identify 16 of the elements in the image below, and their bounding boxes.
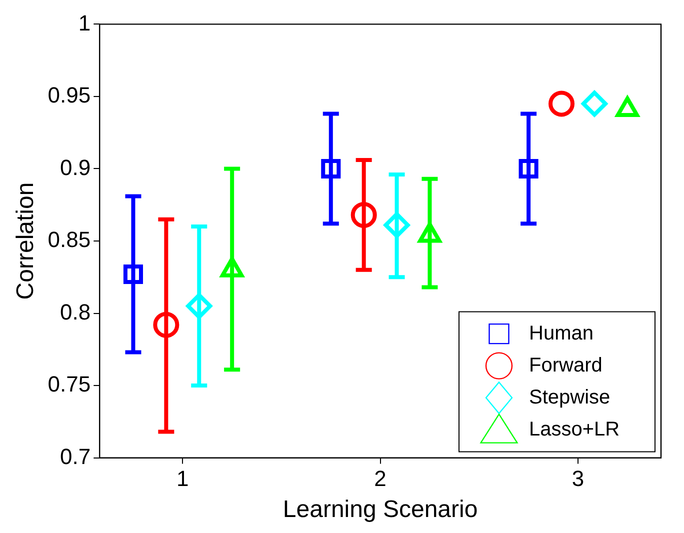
y-tick-label: 0.8	[60, 299, 91, 324]
y-tick-label: 0.7	[60, 444, 91, 469]
legend-label: Lasso+LR	[529, 418, 620, 440]
y-axis-title: Correlation	[12, 182, 40, 300]
y-tick-label: 0.9	[60, 154, 91, 180]
y-tick-label: 1	[78, 10, 91, 36]
legend-label: Forward	[529, 354, 602, 376]
x-tick-label: 2	[374, 466, 386, 492]
legend-label: Stepwise	[529, 386, 610, 408]
x-tick-label: 3	[572, 466, 584, 492]
y-tick-label: 0.85	[48, 227, 91, 252]
y-tick-label: 0.75	[48, 372, 91, 397]
x-axis-title: Learning Scenario	[282, 496, 478, 524]
x-tick-label: 1	[176, 466, 189, 492]
legend-label: Human	[529, 322, 594, 344]
y-tick-label: 0.95	[48, 82, 91, 108]
